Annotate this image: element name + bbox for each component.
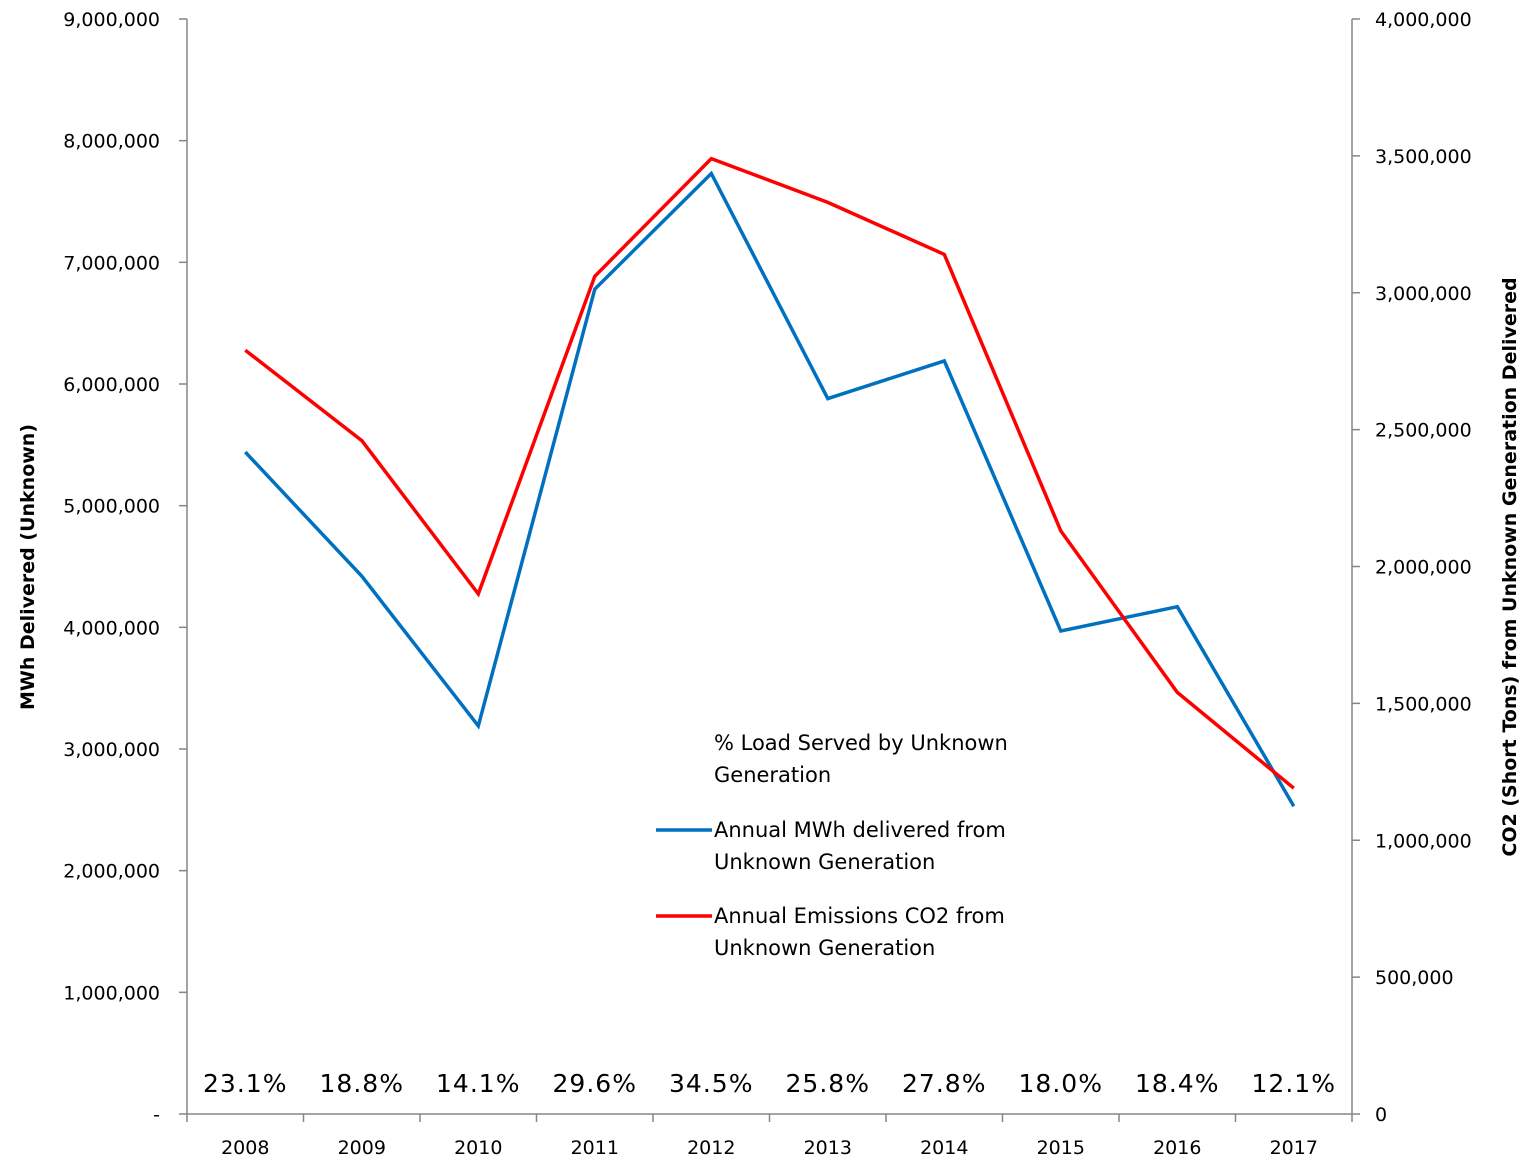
right-tick-label: 2,000,000 xyxy=(1375,557,1472,579)
percent-labels: 23.1% 18.8% 14.1% 29.6% 34.5% 25.8% 27.8% 18.0%… xyxy=(203,1069,1336,1098)
percent-label: 27.8% xyxy=(902,1069,986,1098)
right-tick-label: 1,500,000 xyxy=(1375,693,1472,715)
right-tick-label: 4,000,000 xyxy=(1375,9,1472,31)
left-tick-label: 7,000,000 xyxy=(63,252,160,274)
x-tick-label: 2017 xyxy=(1270,1137,1318,1159)
left-tick-label: 3,000,000 xyxy=(63,739,160,761)
right-tick-label: 1,000,000 xyxy=(1375,830,1472,852)
left-tick-label: 4,000,000 xyxy=(63,617,160,639)
percent-label: 18.0% xyxy=(1019,1069,1103,1098)
right-tick-label: 2,500,000 xyxy=(1375,420,1472,442)
x-tick-label: 2010 xyxy=(454,1137,502,1159)
x-tick-label: 2009 xyxy=(338,1137,386,1159)
percent-label: 25.8% xyxy=(786,1069,870,1098)
x-tick-label: 2012 xyxy=(687,1137,735,1159)
x-tick-label: 2011 xyxy=(571,1137,619,1159)
percent-label: 18.4% xyxy=(1135,1069,1219,1098)
x-tick-label: 2008 xyxy=(221,1137,269,1159)
left-tick-label: 1,000,000 xyxy=(63,982,160,1004)
right-tick-label: 3,000,000 xyxy=(1375,283,1472,305)
legend-title: % Load Served by Unknown Generation xyxy=(714,731,1015,787)
left-tick-label: 5,000,000 xyxy=(63,496,160,518)
series-line-mwh xyxy=(244,170,1296,808)
percent-label: 23.1% xyxy=(203,1069,287,1098)
x-tick-label: 2013 xyxy=(804,1137,852,1159)
x-tick-label: 2016 xyxy=(1153,1137,1201,1159)
percent-label: 29.6% xyxy=(553,1069,637,1098)
left-tick-label: 6,000,000 xyxy=(63,374,160,396)
series-line-co2 xyxy=(244,156,1295,790)
series-lines xyxy=(244,156,1296,808)
x-axis-ticks: 2008 2009 2010 2011 2012 2013 2014 2015 2016 2017 xyxy=(186,1114,1353,1159)
right-tick-label: 0 xyxy=(1375,1104,1387,1126)
left-tick-label: 2,000,000 xyxy=(63,861,160,883)
right-axis-title: CO2 (Short Tons) from Unknown Generation… xyxy=(1499,277,1521,856)
right-tick-label: 3,500,000 xyxy=(1375,146,1472,168)
legend: % Load Served by Unknown Generation Annu… xyxy=(656,731,1015,960)
left-tick-label: 9,000,000 xyxy=(63,9,160,31)
x-tick-label: 2015 xyxy=(1037,1137,1085,1159)
percent-label: 18.8% xyxy=(320,1069,404,1098)
left-axis-ticks: - 1,000,000 2,000,000 3,000,000 4,000,000 5,0… xyxy=(63,9,187,1126)
percent-label: 14.1% xyxy=(436,1069,520,1098)
left-tick-label: - xyxy=(153,1104,160,1126)
percent-label: 12.1% xyxy=(1252,1069,1336,1098)
legend-label-mwh: Annual MWh delivered from Unknown Genera… xyxy=(714,818,1012,874)
percent-label: 34.5% xyxy=(669,1069,753,1098)
right-axis-ticks: 0 500,000 1,000,000 1,500,000 2,000,000 2,500… xyxy=(1352,9,1472,1126)
left-axis-title: MWh Delivered (Unknown) xyxy=(17,424,39,710)
x-tick-label: 2014 xyxy=(920,1137,968,1159)
legend-label-co2: Annual Emissions CO2 from Unknown Genera… xyxy=(714,904,1012,960)
left-tick-label: 8,000,000 xyxy=(63,131,160,153)
right-tick-label: 500,000 xyxy=(1375,967,1454,989)
